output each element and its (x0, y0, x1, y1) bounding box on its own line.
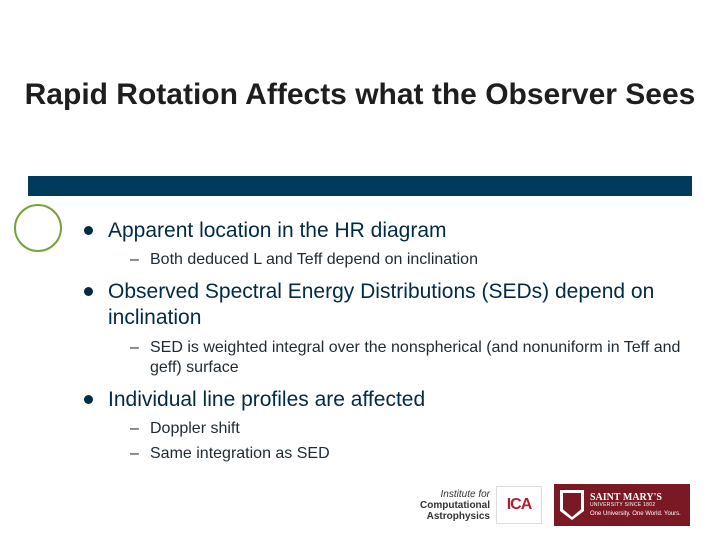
ica-line: Computational (420, 500, 490, 511)
ica-line: Institute for (420, 489, 490, 500)
list-item: Both deduced L and Teff depend on inclin… (130, 250, 684, 271)
list-item: Observed Spectral Energy Distributions (… (84, 279, 684, 379)
list-item: Same integration as SED (130, 444, 684, 465)
sub-list: Doppler shift Same integration as SED (108, 419, 684, 465)
list-item: SED is weighted integral over the nonsph… (130, 338, 684, 380)
bullet-text: Same integration as SED (150, 445, 330, 462)
slide-title: Rapid Rotation Affects what the Observer… (0, 78, 720, 113)
bullet-text: Individual line profiles are affected (108, 388, 425, 411)
ica-line: Astrophysics (420, 511, 490, 522)
title-area: Rapid Rotation Affects what the Observer… (0, 78, 720, 113)
title-rule (28, 176, 692, 196)
sub-list: Both deduced L and Teff depend on inclin… (108, 250, 684, 271)
content-body: Apparent location in the HR diagram Both… (84, 218, 684, 473)
smu-since: UNIVERSITY SINCE 1802 (590, 503, 681, 508)
footer-logos: Institute for Computational Astrophysics… (420, 484, 690, 526)
bullet-text: Doppler shift (150, 420, 240, 437)
shield-icon (560, 490, 584, 520)
smu-logo-text: SAINT MARY'S UNIVERSITY SINCE 1802 One U… (590, 493, 681, 517)
list-item: Apparent location in the HR diagram Both… (84, 218, 684, 271)
ica-logo-text: Institute for Computational Astrophysics (420, 489, 490, 522)
sub-list: SED is weighted integral over the nonsph… (108, 338, 684, 380)
smu-logo: SAINT MARY'S UNIVERSITY SINCE 1802 One U… (554, 484, 690, 526)
bullet-list: Apparent location in the HR diagram Both… (84, 218, 684, 465)
list-item: Individual line profiles are affected Do… (84, 387, 684, 465)
decorative-circle-icon (14, 204, 62, 252)
bullet-text: Observed Spectral Energy Distributions (… (108, 280, 654, 329)
smu-tagline: One University. One World. Yours. (590, 511, 681, 517)
ica-logo: Institute for Computational Astrophysics… (420, 486, 542, 524)
list-item: Doppler shift (130, 419, 684, 440)
bullet-text: SED is weighted integral over the nonsph… (150, 339, 680, 377)
bullet-text: Both deduced L and Teff depend on inclin… (150, 251, 478, 268)
smu-univ: UNIVERSITY (590, 502, 623, 508)
slide: Rapid Rotation Affects what the Observer… (0, 0, 720, 540)
bullet-text: Apparent location in the HR diagram (108, 219, 447, 242)
smu-year: SINCE 1802 (625, 502, 656, 508)
ica-mark-icon: ICA (496, 486, 542, 524)
